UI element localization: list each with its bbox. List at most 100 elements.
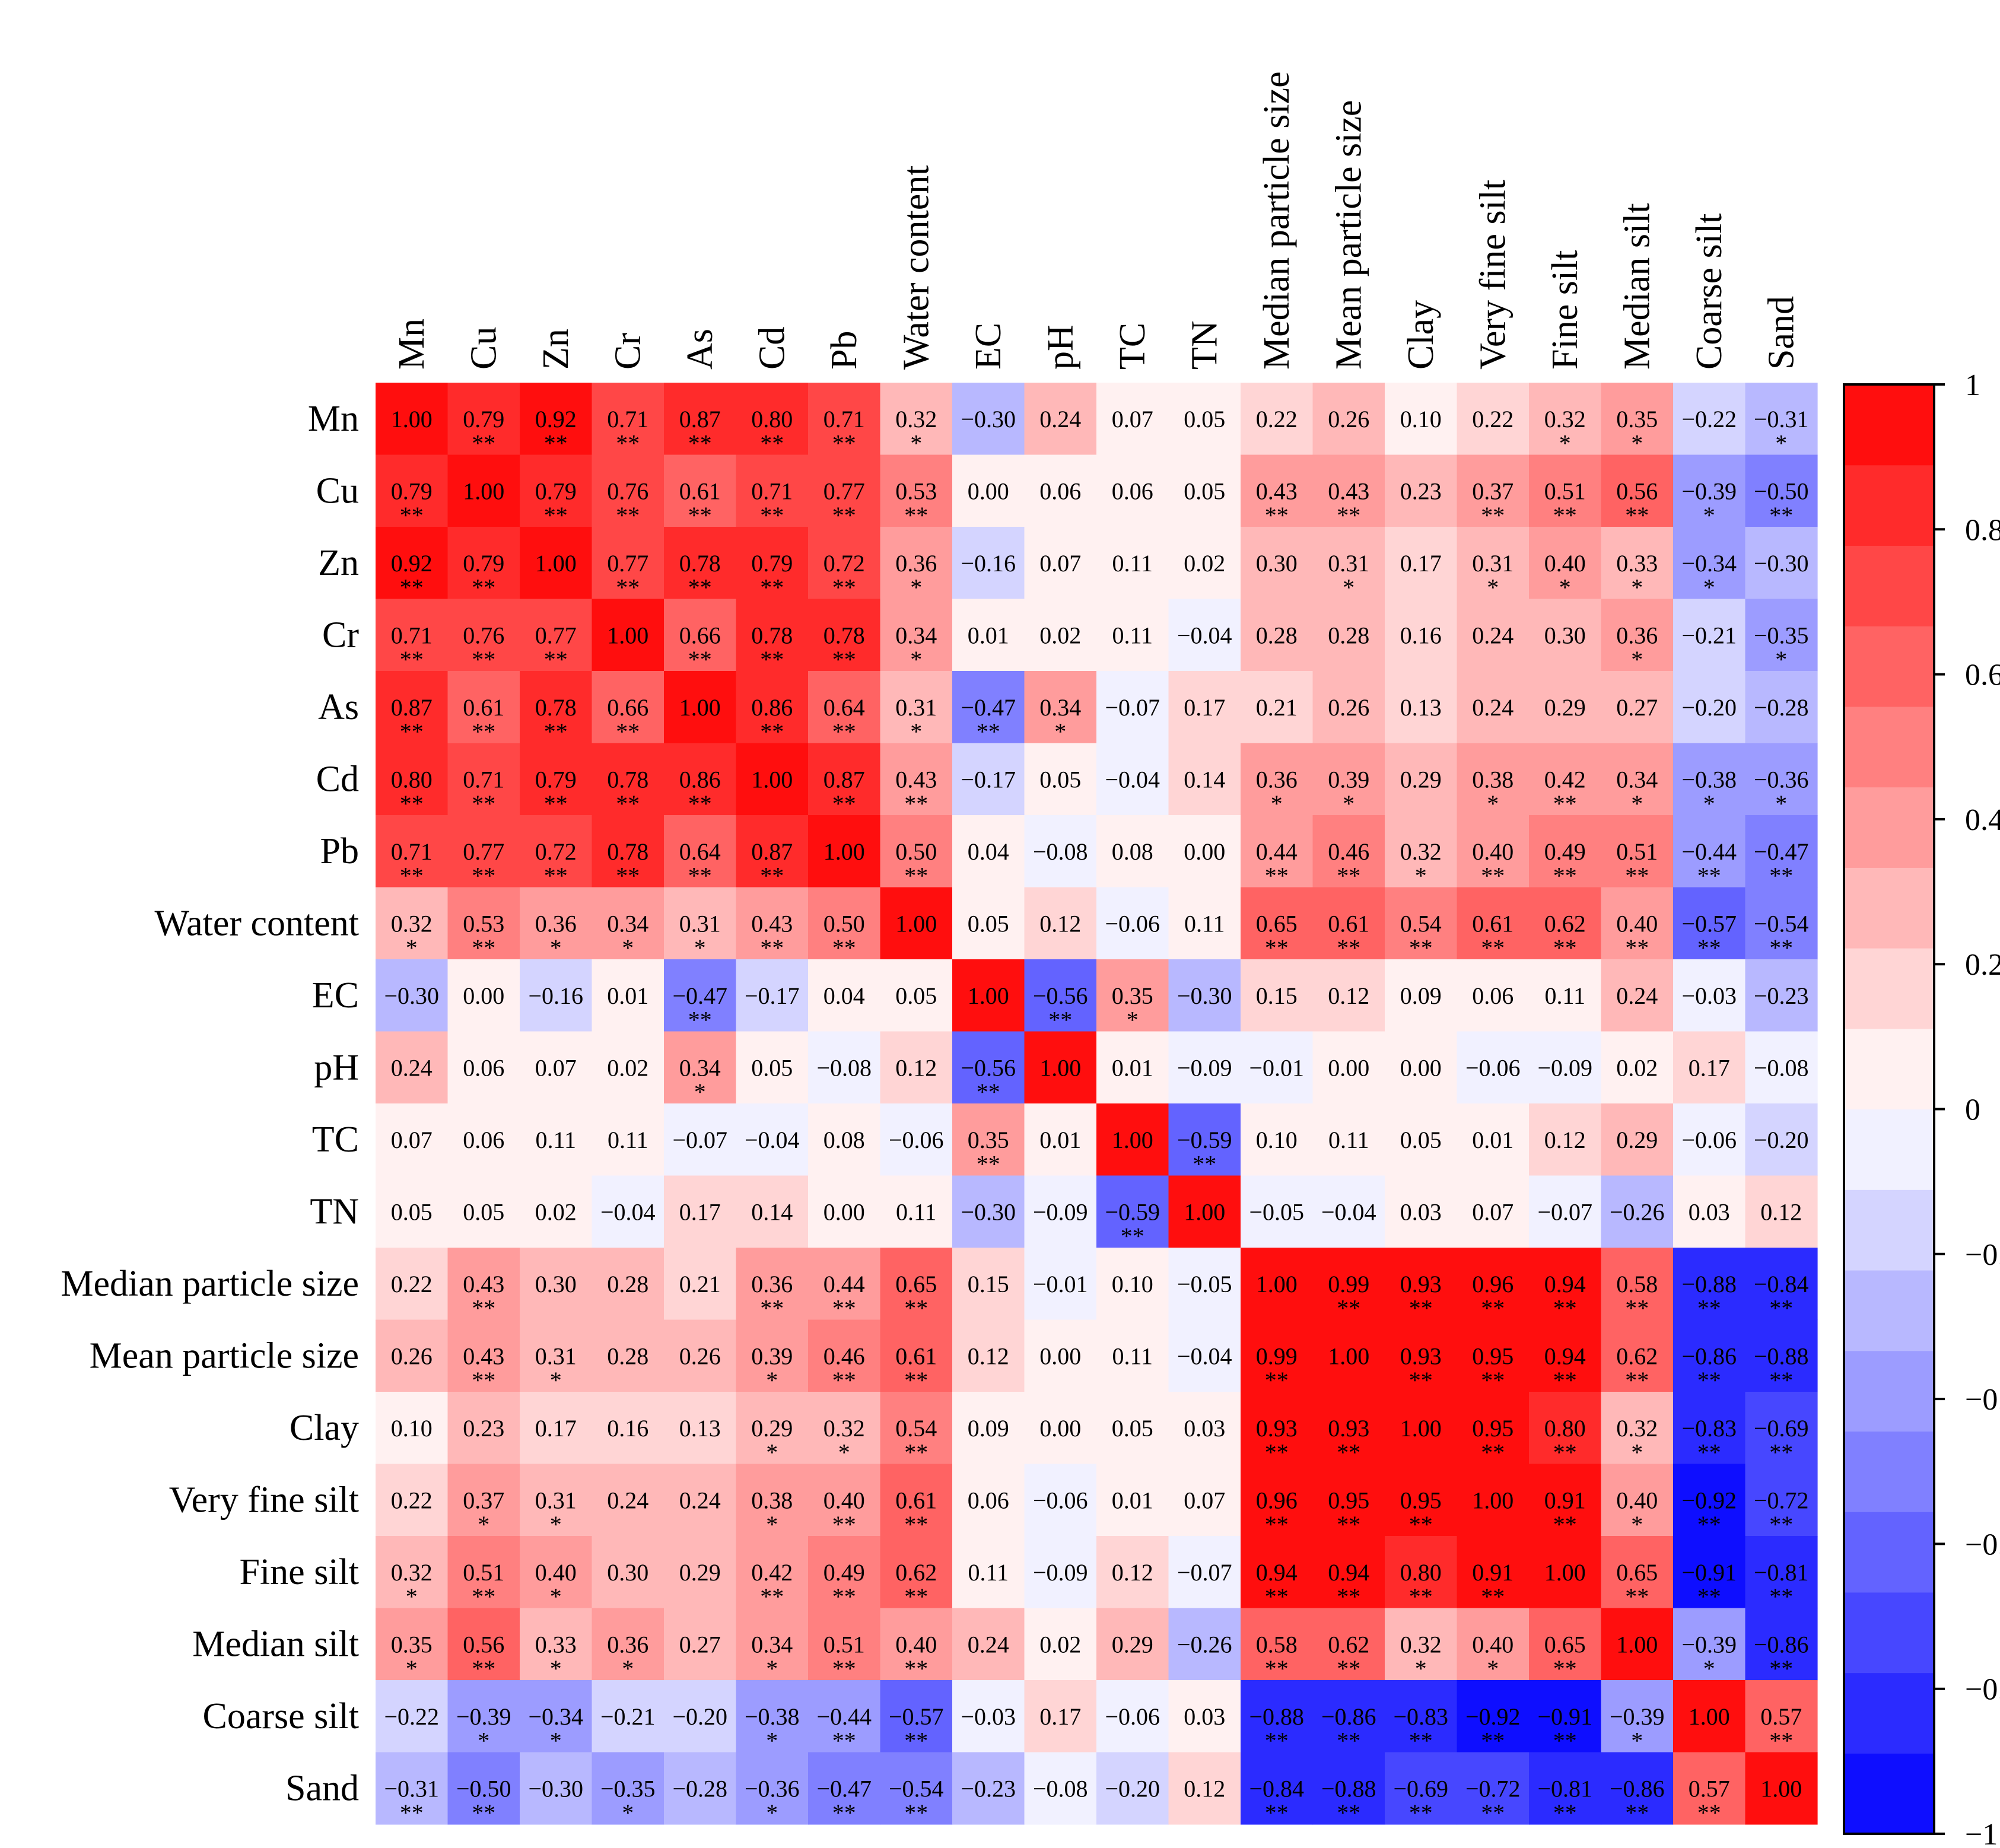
heatmap-cell: [1385, 887, 1458, 960]
heatmap-cell: [1096, 1248, 1169, 1321]
heatmap-cell: [520, 1608, 593, 1681]
significance-mark: **: [1553, 1799, 1577, 1826]
cell-value: 0.99: [1256, 1343, 1298, 1369]
cell-value: 0.86: [751, 694, 793, 721]
significance-mark: **: [760, 934, 784, 961]
cell-value: 0.13: [679, 1415, 721, 1442]
cell-value: −0.01: [1249, 1054, 1304, 1081]
significance-mark: **: [400, 646, 424, 673]
significance-mark: *: [1703, 790, 1715, 817]
cell-value: 0.61: [679, 478, 721, 504]
cell-value: −0.83: [1681, 1415, 1737, 1442]
significance-mark: **: [1625, 1367, 1649, 1394]
cell-value: 0.80: [1400, 1559, 1442, 1586]
significance-mark: *: [1631, 430, 1643, 457]
cell-value: 1.00: [1184, 1198, 1225, 1225]
colorbar-segment: [1844, 1431, 1934, 1512]
cell-value: 0.62: [1544, 910, 1586, 937]
cell-value: −0.05: [1249, 1198, 1304, 1225]
significance-mark: *: [1703, 1655, 1715, 1682]
significance-mark: **: [760, 430, 784, 457]
cell-value: −0.04: [1177, 1343, 1232, 1369]
heatmap-cell: [1529, 1392, 1602, 1465]
cell-value: −0.44: [1681, 838, 1737, 865]
cell-value: 0.12: [1112, 1559, 1153, 1586]
heatmap-cell: [1312, 1031, 1385, 1104]
row-label-median-particle-size: Median particle size: [61, 1264, 359, 1304]
significance-mark: **: [1625, 1295, 1649, 1322]
heatmap-cell: [1745, 454, 1818, 527]
heatmap-cell: [952, 671, 1025, 744]
cell-value: 0.30: [1544, 622, 1586, 648]
cell-value: 0.56: [463, 1631, 504, 1658]
significance-mark: **: [904, 1295, 928, 1322]
cell-value: 0.12: [1184, 1775, 1225, 1802]
cell-value: 0.10: [1256, 1127, 1298, 1153]
cell-value: 0.94: [1544, 1343, 1586, 1369]
cell-value: 0.51: [1616, 838, 1658, 865]
heatmap-cell: [736, 1752, 809, 1825]
significance-mark: **: [1193, 1151, 1216, 1178]
heatmap-cell: [1241, 1031, 1314, 1104]
heatmap-cell: [736, 1608, 809, 1681]
significance-mark: **: [688, 646, 712, 673]
heatmap-cell: [520, 815, 593, 888]
cell-value: 1.00: [1760, 1775, 1802, 1802]
cell-value: 0.17: [1039, 1703, 1081, 1730]
cell-value: 0.17: [1400, 550, 1442, 577]
heatmap-cell: [1168, 1752, 1241, 1825]
significance-mark: **: [904, 1728, 928, 1754]
heatmap-cell: [1024, 1319, 1097, 1392]
significance-mark: **: [1409, 1583, 1433, 1610]
cell-value: −0.22: [1681, 406, 1737, 432]
heatmap-cell: [808, 1248, 881, 1321]
heatmap-cell: [1457, 815, 1530, 888]
colorbar-segment: [1844, 1189, 1934, 1271]
heatmap-cell: [1673, 1536, 1746, 1609]
heatmap-cell: [664, 1248, 737, 1321]
significance-mark: **: [472, 790, 495, 817]
heatmap-cell: [1457, 1536, 1530, 1609]
cell-value: −0.08: [1033, 838, 1088, 865]
cell-value: 0.24: [968, 1631, 1009, 1658]
significance-mark: *: [1487, 574, 1499, 601]
heatmap-cell: [1096, 671, 1169, 744]
cell-value: 0.06: [1472, 982, 1513, 1009]
significance-mark: **: [760, 718, 784, 745]
heatmap-cell: [1385, 1103, 1458, 1176]
significance-mark: **: [400, 790, 424, 817]
cell-value: 0.16: [1400, 622, 1442, 648]
significance-mark: *: [910, 646, 922, 673]
cell-value: 1.00: [463, 478, 504, 504]
cell-value: 0.77: [823, 478, 865, 504]
significance-mark: **: [616, 718, 640, 745]
cell-value: 0.35: [391, 1631, 433, 1658]
heatmap-cell: [1457, 887, 1530, 960]
cell-value: 0.29: [1616, 1127, 1658, 1153]
heatmap-cell: [1529, 815, 1602, 888]
significance-mark: **: [832, 502, 856, 529]
significance-mark: *: [1487, 1655, 1499, 1682]
heatmap-cell: [952, 1608, 1025, 1681]
heatmap-cell: [808, 1464, 881, 1537]
heatmap-cell: [880, 1536, 953, 1609]
heatmap-cell: [1673, 1464, 1746, 1537]
cell-value: 0.36: [895, 550, 937, 577]
cell-value: 0.53: [895, 478, 937, 504]
cell-value: 0.28: [1256, 622, 1298, 648]
heatmap-cell: [1312, 1752, 1385, 1825]
cell-value: 0.43: [1328, 478, 1369, 504]
significance-mark: *: [1775, 646, 1787, 673]
cell-value: −0.86: [1754, 1631, 1809, 1658]
cell-value: 1.00: [1616, 1631, 1658, 1658]
cell-value: 0.43: [463, 1271, 504, 1297]
cell-value: 0.10: [391, 1415, 433, 1442]
cell-value: −0.54: [1754, 910, 1809, 937]
cell-value: 0.05: [1184, 406, 1225, 432]
heatmap-cell: [808, 527, 881, 600]
heatmap-cell: [1312, 959, 1385, 1032]
cell-value: 0.00: [1039, 1415, 1081, 1442]
heatmap-cell: [520, 1175, 593, 1248]
cell-value: −0.09: [1033, 1559, 1088, 1586]
heatmap-cell: [1673, 527, 1746, 600]
